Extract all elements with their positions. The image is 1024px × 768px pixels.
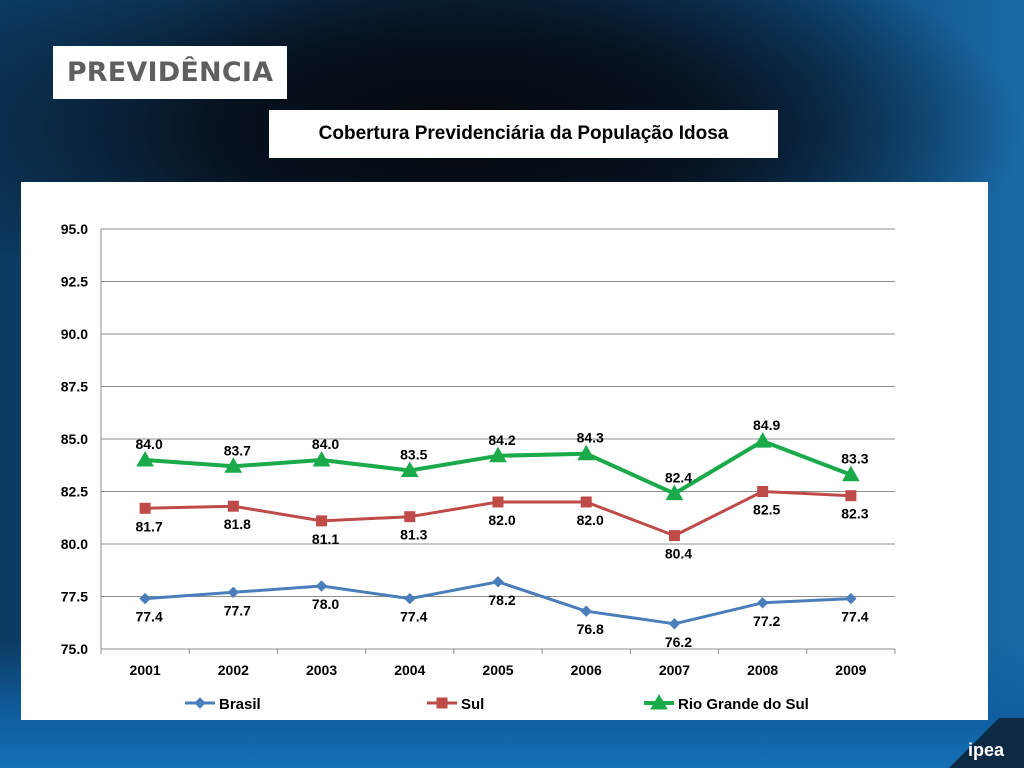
data-label: 83.5 [400, 447, 427, 463]
data-point-marker [227, 500, 239, 512]
x-tick-label: 2002 [218, 662, 249, 678]
y-tick-label: 90.0 [61, 326, 88, 342]
data-point-marker [580, 496, 592, 508]
data-point-marker [668, 618, 681, 630]
data-point-marker [577, 444, 596, 461]
data-label: 81.3 [400, 527, 427, 543]
data-point-marker [650, 693, 668, 710]
y-tick-label: 82.5 [61, 484, 88, 500]
data-point-marker [227, 586, 240, 599]
data-label: 82.3 [841, 506, 868, 522]
x-tick-label: 2004 [394, 662, 425, 678]
chart-title-box: Cobertura Previdenciária da População Id… [269, 110, 778, 158]
data-label: 84.9 [753, 417, 780, 433]
data-point-marker [194, 697, 206, 709]
data-point-marker [756, 597, 769, 609]
y-tick-label: 95.0 [61, 221, 88, 237]
section-title: PREVIDÊNCIA [66, 57, 274, 88]
data-point-marker [224, 457, 243, 473]
data-label: 77.4 [841, 609, 868, 625]
data-point-marker [400, 461, 419, 477]
chart-panel: 75.0 77.5 80.0 82.5 85.0 87.5 90.0 92.5 95.0 2001… [21, 182, 988, 720]
data-label: 81.7 [135, 518, 162, 534]
ipea-logo: ipea [968, 740, 1005, 760]
data-label: 82.0 [577, 512, 604, 528]
x-tick-label: 2005 [482, 662, 513, 678]
data-label: 82.4 [665, 470, 692, 486]
data-point-marker [139, 502, 151, 514]
data-point-marker [580, 605, 592, 617]
logo-badge [948, 718, 1024, 768]
legend-label: Brasil [219, 696, 261, 713]
data-label: 84.3 [577, 430, 604, 446]
data-point-marker [316, 515, 328, 527]
data-label: 81.8 [224, 516, 251, 532]
y-tick-label: 87.5 [61, 379, 88, 395]
data-point-marker [665, 484, 684, 501]
line-chart: 75.0 77.5 80.0 82.5 85.0 87.5 90.0 92.5 95.0 2001… [61, 221, 896, 713]
data-label: 78.2 [488, 592, 515, 608]
data-label: 83.3 [841, 451, 868, 467]
data-label: 78.0 [312, 596, 339, 612]
data-label: 77.2 [753, 613, 780, 629]
section-title-box: PREVIDÊNCIA [53, 46, 287, 99]
x-tick-label: 2003 [306, 662, 337, 678]
data-label: 84.2 [488, 432, 515, 448]
data-point-marker [489, 446, 507, 463]
data-label: 84.0 [135, 436, 162, 452]
data-point-marker [492, 496, 504, 508]
y-tick-label: 92.5 [61, 274, 88, 290]
data-point-marker [139, 592, 151, 605]
x-tick-label: 2001 [130, 662, 161, 678]
data-point-marker [312, 450, 331, 467]
x-tick-label: 2006 [571, 662, 602, 678]
data-point-marker [842, 465, 860, 482]
x-tick-label: 2008 [747, 662, 778, 678]
legend-label: Rio Grande do Sul [678, 696, 809, 713]
data-point-marker [315, 580, 328, 592]
data-label: 77.4 [400, 609, 427, 625]
data-point-marker [668, 530, 680, 542]
data-point-marker [436, 697, 448, 709]
data-point-marker [404, 511, 416, 523]
data-point-marker [753, 432, 772, 448]
data-label: 84.0 [312, 436, 339, 452]
data-label: 82.5 [753, 502, 780, 518]
y-tick-label: 80.0 [61, 536, 88, 552]
data-label: 80.4 [665, 546, 692, 562]
y-tick-label: 77.5 [61, 589, 88, 605]
data-label: 81.1 [312, 531, 339, 547]
data-point-marker [845, 592, 857, 605]
x-tick-label: 2007 [659, 662, 690, 678]
data-point-marker [492, 576, 504, 588]
chart-title: Cobertura Previdenciária da População Id… [318, 123, 729, 144]
legend-label: Sul [461, 696, 484, 713]
y-tick-label: 75.0 [61, 641, 88, 657]
data-point-marker [845, 490, 857, 502]
data-label: 82.0 [488, 512, 515, 528]
data-point-marker [404, 592, 416, 605]
data-label: 77.7 [224, 602, 251, 618]
data-point-marker [757, 486, 769, 497]
data-point-marker [136, 450, 154, 467]
data-label: 77.4 [135, 609, 162, 625]
data-label: 76.8 [577, 621, 604, 637]
data-label: 83.7 [224, 442, 251, 458]
data-label: 76.2 [665, 634, 692, 650]
y-tick-label: 85.0 [61, 431, 88, 447]
x-tick-label: 2009 [835, 662, 866, 678]
